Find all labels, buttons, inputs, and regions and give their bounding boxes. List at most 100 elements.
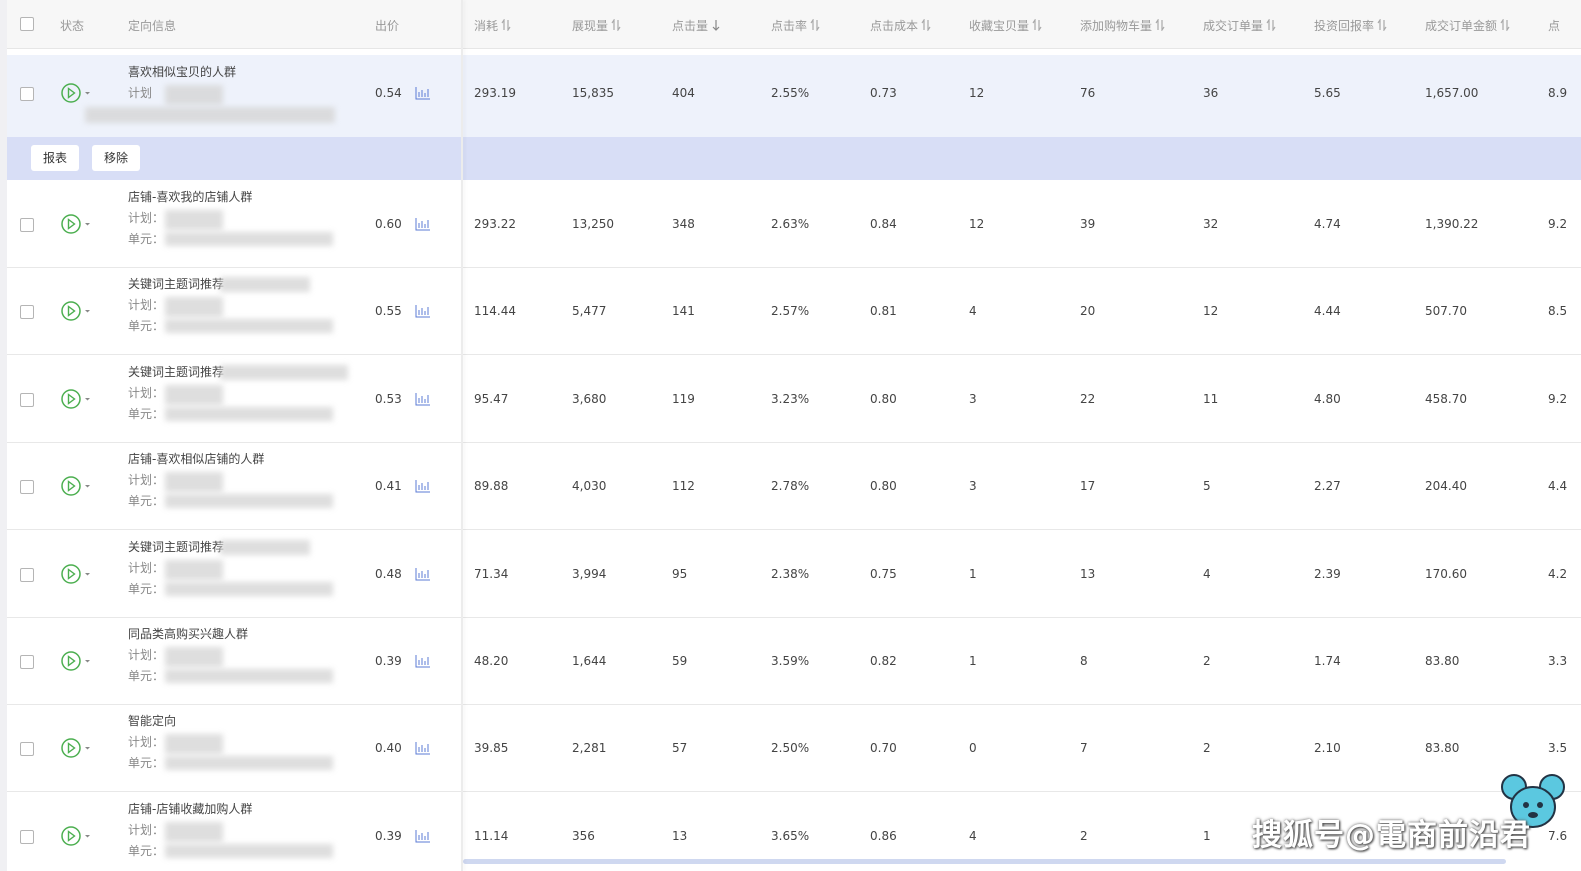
- metric-value: 141: [672, 304, 695, 319]
- redacted: [165, 85, 223, 105]
- status-toggle-part: [85, 572, 90, 576]
- metric-value: 2.57%: [771, 304, 810, 319]
- sort-icon[interactable]: [611, 18, 621, 32]
- trend-chart-icon[interactable]: [415, 304, 431, 321]
- sort-icon[interactable]: [921, 18, 931, 32]
- status-toggle[interactable]: [60, 82, 94, 107]
- trend-chart-icon-part: [415, 567, 430, 581]
- metric-value: 39: [1080, 217, 1096, 231]
- metric-value: 507.70: [1425, 304, 1467, 319]
- redacted: [165, 210, 223, 230]
- metric-value: 2: [1203, 654, 1211, 668]
- redacted: [220, 277, 310, 293]
- row-checkbox[interactable]: [20, 567, 34, 582]
- metric-value: 170.60: [1425, 566, 1467, 581]
- metric-value: 2: [1203, 741, 1211, 756]
- status-toggle[interactable]: [60, 825, 94, 850]
- metric-value: 4: [969, 304, 977, 319]
- status-toggle-part: [61, 83, 81, 103]
- metric-value: 8.5: [1548, 304, 1568, 319]
- trend-chart-icon[interactable]: [415, 217, 431, 234]
- metric-value: 404: [672, 86, 695, 100]
- row-checkbox[interactable]: [20, 218, 34, 232]
- status-toggle-part: [85, 660, 90, 663]
- mascot-part: [1523, 802, 1529, 808]
- status-toggle[interactable]: [60, 650, 94, 675]
- metric-value: 0.86: [870, 828, 897, 843]
- row-checkbox[interactable]: [20, 392, 34, 407]
- status-toggle-part: [85, 223, 90, 226]
- horizontal-scrollbar[interactable]: [463, 859, 1506, 864]
- trend-chart-icon-part: [415, 480, 430, 493]
- metric-value: 20: [1080, 304, 1096, 319]
- trend-chart-icon[interactable]: [415, 567, 431, 584]
- status-toggle[interactable]: [60, 388, 94, 413]
- metric-value: 2.78%: [771, 479, 810, 494]
- status-toggle-part: [61, 476, 90, 496]
- metric-value: 12: [969, 86, 985, 100]
- sort-icon[interactable]: [1266, 18, 1276, 32]
- trend-chart-icon-part: [418, 394, 429, 403]
- trend-chart-icon[interactable]: [415, 654, 431, 671]
- status-toggle[interactable]: [60, 300, 94, 325]
- status-toggle[interactable]: [60, 213, 94, 238]
- row-checkbox[interactable]: [20, 480, 34, 495]
- row-checkbox[interactable]: [20, 87, 34, 101]
- row-checkbox[interactable]: [20, 305, 34, 320]
- column-header[interactable]: 点击量: [672, 17, 721, 34]
- metric-value: 3: [969, 479, 977, 494]
- status-toggle-part: [61, 563, 90, 584]
- sort-icon[interactable]: [1377, 18, 1387, 32]
- watermark: 搜狐号@電商前沿君: [1252, 818, 1531, 853]
- trend-chart-icon[interactable]: [415, 392, 431, 409]
- sort-icon[interactable]: [810, 18, 820, 32]
- row-checkbox[interactable]: [20, 829, 34, 844]
- plan-label: 计划：: [128, 735, 165, 750]
- column-header[interactable]: 成交订单金额: [1425, 17, 1510, 34]
- row-checkbox[interactable]: [20, 742, 34, 757]
- redacted: [165, 494, 333, 509]
- unit-label: 单元：: [128, 319, 165, 334]
- status-toggle-part: [67, 655, 76, 667]
- trend-chart-icon[interactable]: [415, 479, 431, 496]
- sort-icon[interactable]: [1500, 18, 1510, 32]
- mascot-part: [1537, 802, 1543, 808]
- redacted: [165, 669, 333, 683]
- trend-chart-icon-part: [418, 831, 429, 840]
- row-checkbox[interactable]: [20, 655, 34, 669]
- trend-chart-icon-part: [415, 305, 430, 318]
- column-header[interactable]: 收藏宝贝量: [969, 17, 1042, 34]
- status-toggle[interactable]: [60, 475, 94, 500]
- metric-value: 3.23%: [771, 391, 810, 406]
- status-toggle-part: [61, 651, 81, 671]
- metric-value: 3: [969, 391, 977, 406]
- bid: 0.39: [375, 654, 402, 668]
- select-all-checkbox[interactable]: [20, 17, 34, 31]
- action-button[interactable]: 移除: [92, 145, 141, 171]
- metric-value: 3.65%: [771, 828, 810, 843]
- column-header[interactable]: 成交订单量: [1203, 17, 1276, 34]
- redacted: [165, 472, 223, 493]
- trend-chart-icon-part: [415, 829, 430, 843]
- trend-chart-icon[interactable]: [415, 86, 431, 103]
- column-header[interactable]: 消耗: [474, 17, 511, 34]
- action-button[interactable]: 报表: [31, 145, 80, 171]
- redacted: [165, 581, 333, 596]
- status-toggle[interactable]: [60, 563, 94, 588]
- column-header[interactable]: 添加购物车量: [1080, 17, 1165, 34]
- status-toggle[interactable]: [60, 737, 94, 762]
- sort-icon[interactable]: [501, 18, 511, 32]
- sort-icon[interactable]: [711, 19, 721, 31]
- sort-icon[interactable]: [1032, 18, 1042, 32]
- trend-chart-icon[interactable]: [415, 829, 431, 846]
- metric-value: 7.6: [1548, 828, 1568, 843]
- metric-value: 9.2: [1548, 391, 1568, 406]
- column-header[interactable]: 点击成本: [870, 17, 931, 34]
- trend-chart-icon[interactable]: [415, 741, 431, 758]
- column-header[interactable]: 展现量: [572, 17, 621, 34]
- column-header[interactable]: 投资回报率: [1314, 17, 1387, 34]
- sort-icon[interactable]: [1155, 18, 1165, 32]
- metric-value: 12: [1203, 304, 1219, 319]
- column-header[interactable]: 点击率: [771, 17, 820, 34]
- trend-chart-icon-part: [415, 392, 430, 406]
